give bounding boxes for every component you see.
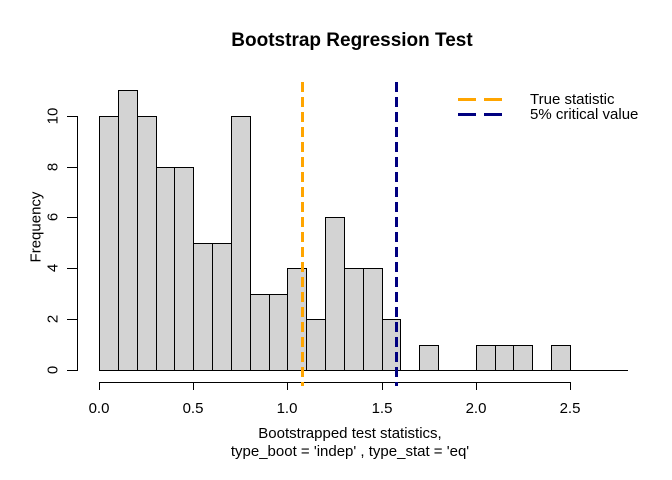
x-tick-label: 1.5 [371,400,393,417]
dashed-line-sample-navy [458,113,502,116]
legend: True statistic 5% critical value [458,92,638,122]
y-tick-label: 0 [44,365,62,375]
x-axis-tick [193,382,194,390]
legend-label-critical-value: 5% critical value [530,106,639,123]
legend-label-true-statistic: True statistic [530,91,615,108]
histogram-bar [193,243,213,371]
histogram-bar [269,294,288,371]
histogram-bar [325,217,345,371]
x-axis-tick [99,382,100,390]
y-axis-tick [67,319,77,320]
histogram-bar [250,294,270,371]
x-tick-label: 0.5 [182,400,204,417]
histogram-bar [174,167,194,371]
histogram-bar [99,116,119,371]
x-axis-tick [382,382,383,390]
reference-line-critical-value [395,82,399,386]
x-tick-label: 1.0 [276,400,298,417]
legend-row-true-statistic: True statistic [458,92,638,107]
x-axis-label-line2: type_boot = 'indep' , type_stat = 'eq' [230,443,470,460]
y-axis-line [77,116,78,371]
x-axis-line [99,382,571,383]
chart-title: Bootstrap Regression Test [231,30,473,51]
dashed-line-sample-orange [458,98,502,101]
x-axis-tick [476,382,477,390]
x-tick-label: 0.0 [88,400,110,417]
y-tick-label: 8 [44,162,62,172]
histogram-bar [287,268,307,371]
x-tick-label: 2.0 [465,400,487,417]
legend-row-critical-value: 5% critical value [458,107,638,122]
x-tick-label: 2.5 [559,400,581,417]
histogram-bar [551,345,571,371]
y-tick-label: 6 [44,212,62,222]
histogram-bar [212,243,232,371]
histogram-bar [118,90,138,371]
histogram-baseline [99,370,628,371]
y-axis-tick [67,116,77,117]
histogram-bar [344,268,364,371]
histogram-bar [495,345,514,371]
histogram-bar [363,268,383,371]
y-axis-tick [67,217,77,218]
reference-line-true-statistic [300,82,304,386]
x-axis-tick [287,382,288,390]
y-axis-tick [67,167,77,168]
y-tick-label: 2 [44,314,62,324]
y-tick-label: 4 [44,263,62,273]
y-tick-label: 10 [44,107,62,125]
histogram-bar [419,345,439,371]
histogram-bar [306,319,326,371]
x-axis-tick [570,382,571,390]
histogram-bar [231,116,251,371]
histogram-bar [137,116,157,371]
histogram-bar [476,345,496,371]
histogram-bar [156,167,175,371]
x-axis-label-line1: Bootstrapped test statistics, [258,425,442,442]
histogram-bar [513,345,533,371]
y-axis-tick [67,370,77,371]
y-axis-tick [67,268,77,269]
